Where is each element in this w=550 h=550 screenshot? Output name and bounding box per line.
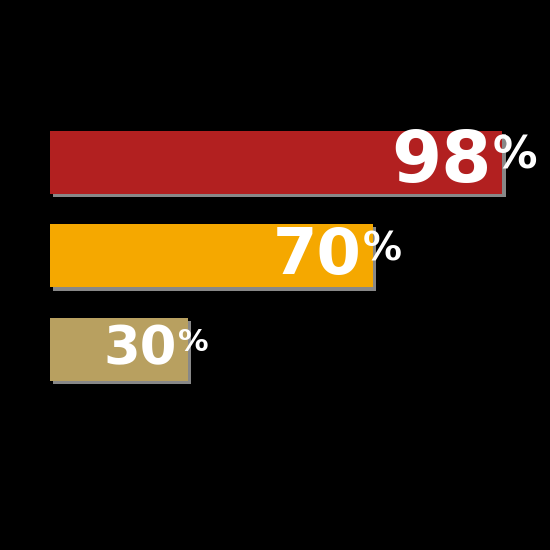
Text: 98: 98 bbox=[390, 128, 491, 197]
Text: 30: 30 bbox=[104, 323, 177, 375]
Bar bbox=[53, 134, 505, 197]
Bar bbox=[50, 131, 502, 194]
Bar bbox=[53, 321, 191, 384]
Text: %: % bbox=[492, 134, 537, 178]
Text: %: % bbox=[363, 230, 402, 268]
Bar bbox=[53, 228, 376, 290]
Bar bbox=[50, 318, 188, 381]
Bar bbox=[50, 224, 373, 287]
Text: %: % bbox=[178, 328, 209, 358]
Text: 70: 70 bbox=[273, 225, 362, 287]
